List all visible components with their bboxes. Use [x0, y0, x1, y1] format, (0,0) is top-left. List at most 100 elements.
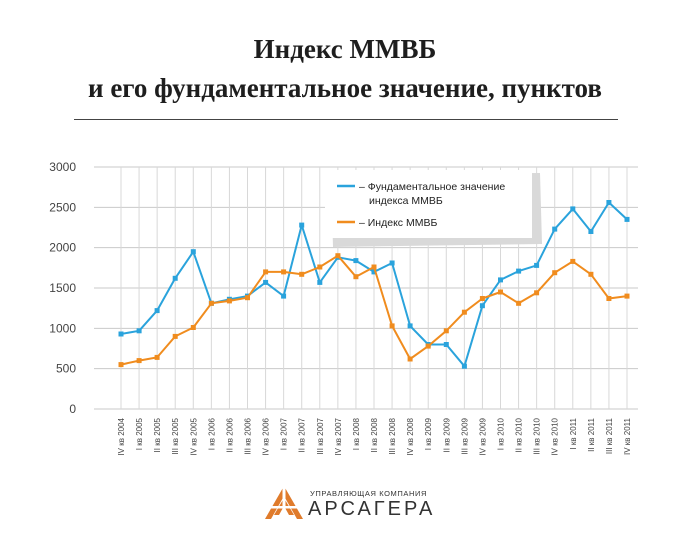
legend-box [325, 170, 532, 238]
legend-label-1: – Фундаментальное значение индекса ММВБ [359, 181, 505, 207]
y-tick-label: 3000 [49, 160, 76, 174]
x-tick-label: I кв 2007 [280, 417, 289, 450]
x-tick-label: III кв 2006 [244, 417, 253, 454]
series-1-point [154, 308, 160, 314]
x-tick-label: I кв 2009 [424, 417, 433, 450]
x-axis-ticks: IV кв 2004 I кв 2005 II кв 2005 III кв 2005… [117, 417, 632, 455]
series-1-point [461, 363, 467, 369]
y-tick-label: 0 [69, 402, 76, 416]
logo-name: АРСАГЕРА [308, 498, 436, 520]
series-1-point [570, 206, 576, 212]
x-tick-label: I кв 2008 [352, 417, 361, 450]
chart-title-line1: Индекс ММВБ [253, 34, 437, 64]
y-tick-label: 2000 [49, 241, 76, 255]
y-tick-label: 1500 [49, 281, 76, 295]
x-tick-label: I кв 2006 [207, 417, 216, 450]
series-1-point [190, 249, 196, 255]
y-axis-ticks: 0 500 1000 1500 2000 2500 3000 [49, 160, 76, 416]
company-logo: УПРАВЛЯЮЩАЯ КОМПАНИЯ АРСАГЕРА [262, 484, 442, 524]
x-tick-label: II кв 2007 [298, 417, 307, 452]
arsagera-logo-icon [264, 486, 304, 520]
series-1-point [172, 275, 178, 281]
x-tick-label: III кв 2010 [533, 417, 542, 454]
series-2-point [154, 354, 160, 360]
series-2-point [172, 333, 178, 339]
series-1-point [353, 258, 359, 264]
series-layer [118, 200, 630, 369]
series-1-point [534, 262, 540, 268]
x-tick-label: II кв 2011 [587, 417, 596, 451]
series-2-point [552, 270, 558, 276]
x-tick-label: IV кв 2007 [334, 417, 343, 455]
gridlines [94, 166, 638, 410]
series-1-point [443, 342, 449, 347]
x-tick-label: III кв 2008 [388, 417, 397, 454]
series-2-point [353, 274, 359, 280]
series-2-point [407, 356, 413, 362]
title-divider [74, 119, 618, 120]
legend-label-2: – Индекс ММВБ [359, 217, 437, 229]
series-2-point [534, 290, 540, 296]
series-1-point [317, 279, 323, 285]
x-tick-label: IV кв 2010 [551, 417, 560, 455]
series-1-point [136, 328, 142, 334]
series-2-point [118, 362, 124, 368]
series-1-point [624, 216, 630, 222]
series-2-point [317, 264, 323, 270]
x-tick-label: IV кв 2006 [262, 417, 271, 455]
series-2-point [299, 271, 305, 277]
y-tick-label: 1000 [49, 321, 76, 335]
x-tick-label: III кв 2007 [316, 417, 325, 454]
series-1-point [118, 331, 124, 337]
x-tick-label: IV кв 2009 [478, 417, 487, 455]
x-tick-label: II кв 2008 [370, 417, 379, 452]
legend: – Фундаментальное значение индекса ММВБ – … [325, 170, 542, 247]
line-chart: 0 500 1000 1500 2000 2500 3000 IV кв 2004 I кв … [49, 160, 638, 456]
series-2-point [226, 298, 232, 304]
series-1-point [588, 229, 594, 234]
x-tick-label: I кв 2011 [569, 417, 578, 449]
series-2-point [479, 296, 485, 301]
chart-title-line2: и его фундаментальное значение, пунктов [88, 73, 602, 103]
y-tick-label: 500 [56, 362, 76, 376]
x-tick-label: II кв 2005 [153, 417, 162, 452]
series-2-point [136, 358, 142, 364]
series-2-point [335, 253, 341, 259]
series-1-point [498, 277, 503, 283]
series-2-point [624, 293, 630, 299]
series-2-point [263, 269, 269, 275]
x-tick-label: III кв 2005 [171, 417, 180, 454]
series-1-point [516, 268, 522, 274]
x-tick-label: II кв 2010 [515, 417, 524, 452]
series-1-point [299, 222, 305, 228]
series-1-point [606, 200, 612, 205]
x-tick-label: II кв 2006 [225, 417, 234, 452]
series-2-point [516, 300, 522, 306]
series-1-point [389, 260, 395, 266]
series-2-point [190, 325, 196, 330]
series-1-point [407, 323, 413, 329]
x-tick-label: IV кв 2011 [623, 417, 632, 455]
series-2-point [461, 309, 467, 315]
x-tick-label: I кв 2010 [497, 417, 506, 450]
x-tick-label: III кв 2011 [605, 417, 614, 454]
series-2-point [443, 328, 449, 334]
series-2-point [208, 300, 214, 306]
series-1-point [281, 293, 287, 299]
series-1-point [263, 279, 269, 285]
logo-subtitle: УПРАВЛЯЮЩАЯ КОМПАНИЯ [310, 489, 428, 498]
series-1-point [552, 226, 558, 232]
y-tick-label: 2500 [49, 200, 76, 214]
series-2-point [389, 323, 395, 329]
x-tick-label: IV кв 2004 [117, 417, 126, 455]
series-2-point [588, 271, 594, 277]
x-tick-label: I кв 2005 [135, 417, 144, 450]
series-2-point [371, 264, 377, 270]
series-1-point [479, 303, 485, 309]
series-2-point [570, 258, 576, 264]
series-2-point [606, 296, 612, 301]
series-1-point [371, 269, 377, 275]
x-tick-label: IV кв 2008 [406, 417, 415, 455]
x-tick-label: II кв 2009 [442, 417, 451, 452]
series-2-point [245, 295, 250, 301]
